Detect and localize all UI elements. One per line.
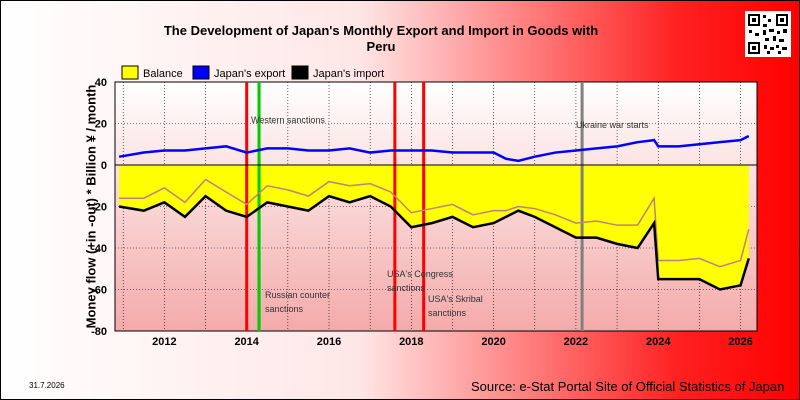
source-text: Source: e-Stat Portal Site of Official S… [471, 379, 785, 394]
event-label: USA's Skribal [428, 294, 483, 304]
title-line-2: Peru [366, 39, 396, 54]
balance-line [119, 178, 750, 268]
export-line [118, 134, 750, 163]
event-label: USA's Congress [387, 269, 453, 279]
y-tick-label: 20 [95, 119, 107, 131]
legend-swatch [291, 65, 309, 80]
event-label: Ukraine war starts [576, 120, 649, 130]
x-tick-label: 2012 [152, 336, 176, 348]
chart-title: The Development of Japan's Monthly Expor… [151, 23, 611, 55]
event-label: sanctions [428, 308, 467, 318]
event-label: sanctions [265, 304, 304, 314]
event-label: Western sanctions [251, 115, 325, 125]
x-tick-label: 2020 [481, 336, 505, 348]
y-tick-label: 40 [95, 77, 107, 89]
title-line-1: The Development of Japan's Monthly Expor… [163, 23, 599, 38]
x-tick-label: 2016 [317, 336, 341, 348]
legend-label: Japan's export [214, 68, 285, 80]
legend-label: Japan's import [313, 68, 384, 80]
y-tick-label: 0 [101, 160, 107, 172]
event-label: Russian counter [265, 290, 330, 300]
date-stamp: 31.7.2026 [29, 381, 65, 390]
x-tick-label: 2022 [564, 336, 588, 348]
x-tick-label: 2014 [234, 336, 259, 348]
legend-label: Balance [143, 68, 183, 80]
x-tick-label: 2026 [728, 336, 752, 348]
y-tick-label: -40 [91, 243, 107, 255]
legend-swatch [121, 65, 139, 80]
y-tick-label: -80 [91, 326, 107, 338]
event-label: sanctions [387, 283, 426, 293]
x-tick-label: 2024 [646, 336, 671, 348]
x-tick-label: 2018 [399, 336, 423, 348]
balance-area [119, 165, 749, 290]
y-tick-label: -60 [91, 285, 107, 297]
qr-code-icon [745, 11, 791, 57]
legend-swatch [192, 65, 210, 80]
import-line [118, 194, 750, 291]
y-tick-label: -20 [91, 202, 107, 214]
